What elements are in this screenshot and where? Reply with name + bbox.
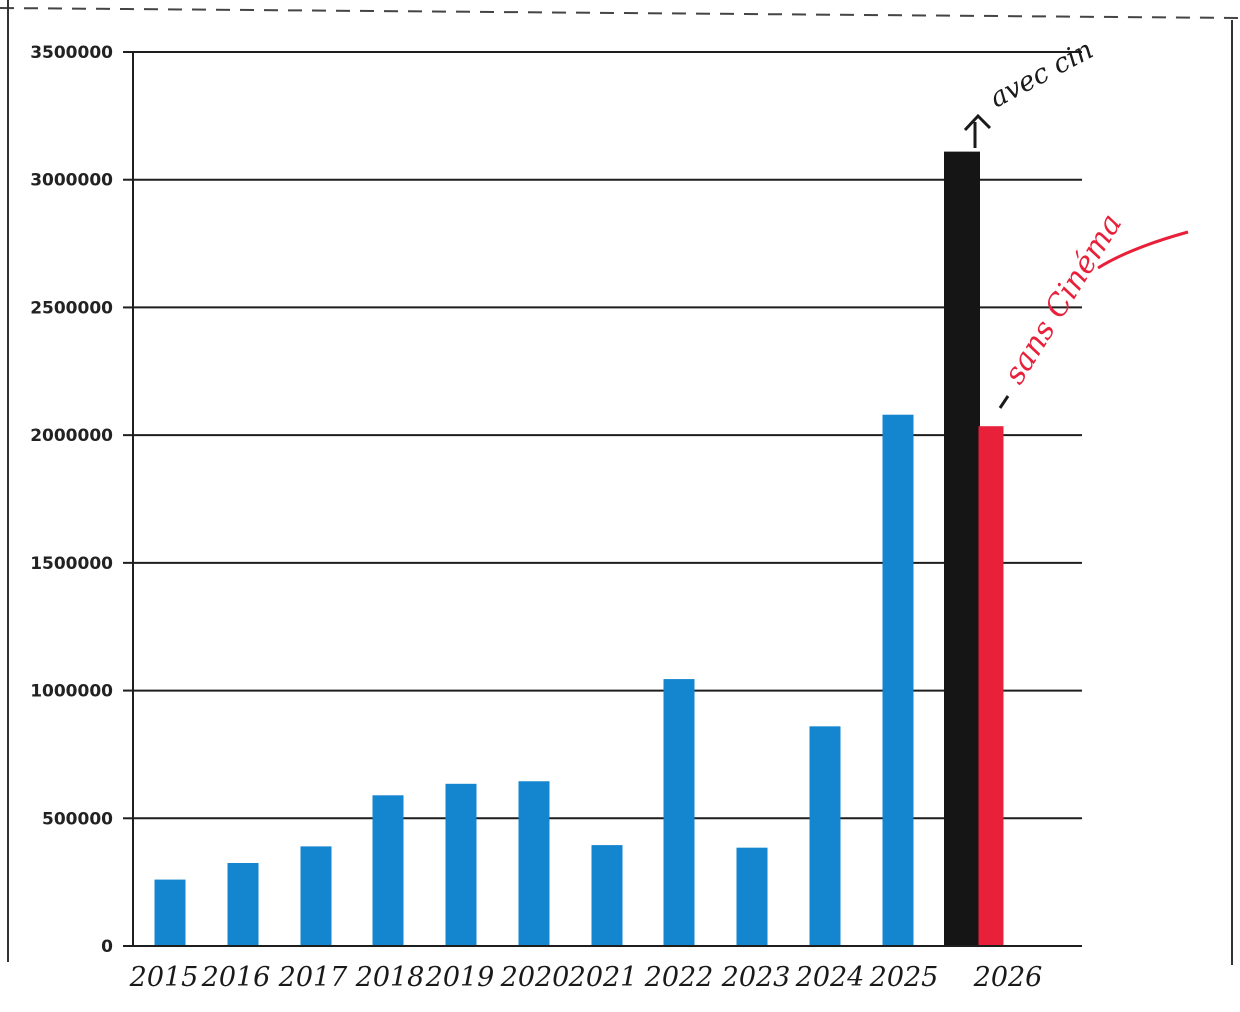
x-tick-label: 2018 (355, 962, 425, 993)
bar-2020 (518, 781, 550, 946)
annotation-sans: sans Cinéma (997, 208, 1129, 391)
bar-2026-avec (944, 151, 980, 947)
y-tick-label: 1000000 (30, 682, 113, 702)
y-tick-label: 0 (101, 937, 113, 957)
bar-2018 (372, 795, 404, 946)
gridlines (123, 51, 1082, 947)
bar-2024 (809, 726, 841, 946)
x-axis-tick-labels: 2015 2016 2017 2018 2019 2020 2021 2022 2023 2024… (129, 962, 1043, 993)
sans-dash-icon (998, 395, 1010, 409)
x-tick-label: 2021 (568, 962, 638, 993)
bar-2021 (591, 845, 623, 946)
bar-2019 (445, 783, 477, 946)
bar-2025 (882, 414, 914, 946)
bar-2026-sans (978, 426, 1004, 946)
y-tick-label: 3000000 (30, 171, 113, 191)
sans-underline-icon (1097, 230, 1189, 270)
x-tick-label: 2016 (201, 962, 271, 993)
x-tick-label: 2019 (425, 962, 495, 993)
scan-top-line (0, 7, 1240, 19)
x-tick-label: 2020 (500, 962, 570, 993)
bars (154, 151, 1004, 947)
bar-2016 (227, 862, 259, 946)
y-tick-label: 2000000 (30, 426, 113, 446)
bar-2023 (736, 847, 768, 946)
y-tick-label: 1500000 (30, 554, 113, 574)
y-axis-tick-labels: 0 500000 1000000 1500000 2000000 2500000 30000… (30, 43, 113, 957)
x-tick-label: 2025 (869, 962, 939, 993)
y-tick-label: 3500000 (30, 43, 113, 63)
y-tick-label: 500000 (42, 809, 113, 829)
x-tick-label: 2017 (278, 962, 349, 993)
x-tick-label: 2026 (973, 962, 1043, 993)
x-tick-label: 2023 (721, 962, 791, 993)
x-tick-label: 2015 (129, 962, 199, 993)
bar-2015 (154, 879, 186, 946)
annotation-avec: avec cin (985, 34, 1099, 114)
avec-arrow-icon (963, 113, 992, 148)
x-tick-label: 2024 (795, 962, 865, 993)
bar-2017 (300, 846, 332, 946)
bar-2022 (663, 679, 695, 946)
y-tick-label: 2500000 (30, 298, 113, 318)
x-tick-label: 2022 (644, 962, 714, 993)
